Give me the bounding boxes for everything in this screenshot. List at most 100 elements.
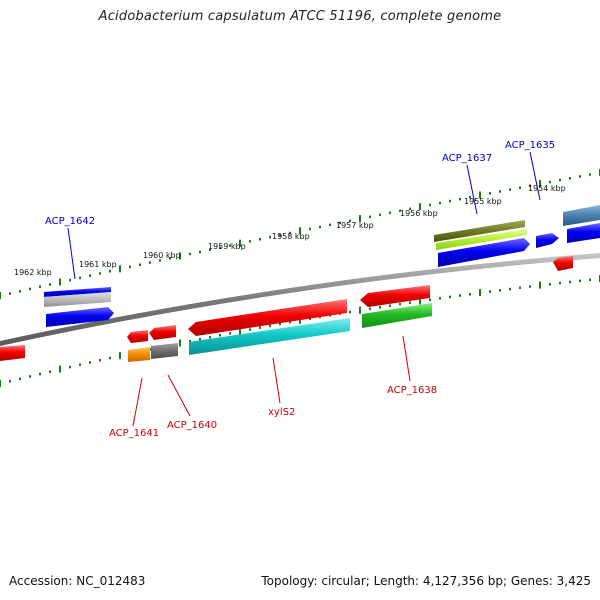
accession-text: Accession: NC_012483 bbox=[9, 574, 146, 588]
minor-tick bbox=[569, 280, 571, 284]
minor-tick bbox=[259, 326, 261, 329]
minor-tick bbox=[259, 238, 261, 241]
minor-tick bbox=[399, 302, 401, 306]
minor-tick bbox=[529, 184, 531, 187]
minor-tick bbox=[249, 328, 251, 331]
minor-tick bbox=[439, 297, 441, 300]
gene-arrow-acp-1641[interactable] bbox=[128, 347, 150, 362]
minor-tick bbox=[389, 211, 391, 215]
leader-line bbox=[132, 377, 143, 427]
minor-tick bbox=[129, 265, 131, 269]
minor-tick bbox=[169, 257, 171, 260]
gene-label[interactable]: ACP_1640 bbox=[167, 420, 217, 431]
genome-title: Acidobacterium capsulatum ATCC 51196, co… bbox=[98, 9, 502, 24]
minor-tick bbox=[349, 310, 351, 314]
gene-arrow-xyls2[interactable] bbox=[189, 318, 350, 355]
gene-label[interactable]: ACP_1637 bbox=[442, 153, 492, 164]
minor-tick bbox=[99, 272, 101, 275]
minor-tick bbox=[149, 261, 151, 264]
major-tick bbox=[239, 239, 241, 247]
minor-tick bbox=[89, 361, 91, 364]
gene-arrow[interactable] bbox=[44, 287, 111, 297]
minor-tick bbox=[69, 278, 71, 282]
lower-tick-ruler bbox=[0, 275, 600, 387]
major-tick bbox=[479, 289, 481, 297]
minor-tick bbox=[289, 231, 291, 235]
minor-tick bbox=[429, 298, 431, 301]
gene-arrow-acp-1640[interactable] bbox=[151, 343, 178, 359]
tick-label: 1962 kbp bbox=[14, 268, 52, 277]
major-tick bbox=[479, 191, 481, 199]
minor-tick bbox=[369, 215, 371, 219]
minor-tick bbox=[269, 324, 271, 328]
minor-tick bbox=[279, 322, 281, 326]
major-tick bbox=[59, 365, 61, 373]
gene-arrow[interactable] bbox=[553, 256, 573, 271]
tick-label: 1959 kbp bbox=[208, 242, 246, 251]
gene-arrow[interactable] bbox=[188, 299, 347, 336]
major-tick bbox=[0, 292, 1, 299]
tick-label: 1955 kbp bbox=[464, 197, 502, 206]
minor-tick bbox=[29, 287, 31, 291]
minor-tick bbox=[439, 201, 441, 205]
major-tick bbox=[359, 215, 361, 223]
minor-tick bbox=[339, 221, 341, 225]
major-tick bbox=[119, 265, 121, 273]
major-tick bbox=[239, 327, 241, 335]
minor-tick bbox=[499, 289, 501, 292]
minor-tick bbox=[469, 293, 471, 296]
reverse-genes bbox=[0, 256, 573, 362]
minor-tick bbox=[579, 279, 581, 283]
forward-genes bbox=[44, 205, 600, 327]
minor-tick bbox=[219, 334, 221, 337]
leader-line bbox=[272, 357, 281, 404]
gene-label[interactable]: ACP_1641 bbox=[109, 428, 159, 439]
gene-arrow[interactable] bbox=[438, 238, 530, 267]
major-tick bbox=[299, 316, 301, 324]
gene-arrow[interactable] bbox=[436, 229, 527, 250]
minor-tick bbox=[489, 192, 491, 195]
major-tick bbox=[539, 180, 541, 188]
minor-tick bbox=[559, 281, 561, 285]
gene-label[interactable]: ACP_1642 bbox=[45, 216, 95, 227]
gene-arrow[interactable] bbox=[0, 345, 25, 361]
major-tick bbox=[59, 278, 61, 286]
minor-tick bbox=[519, 186, 521, 189]
minor-tick bbox=[509, 287, 511, 291]
gene-arrow[interactable] bbox=[567, 223, 600, 243]
gene-arrow[interactable] bbox=[44, 292, 111, 307]
major-tick bbox=[179, 252, 181, 260]
minor-tick bbox=[199, 337, 201, 341]
major-tick bbox=[119, 352, 121, 360]
minor-tick bbox=[89, 274, 91, 277]
gene-arrow[interactable] bbox=[563, 205, 600, 226]
gene-label[interactable]: ACP_1635 bbox=[505, 140, 555, 151]
gene-arrow-acp-1642[interactable] bbox=[46, 307, 114, 327]
gene-arrow-acp-1635[interactable] bbox=[536, 233, 559, 248]
minor-tick bbox=[99, 359, 101, 362]
minor-tick bbox=[589, 173, 591, 176]
gene-arrow-acp-1638[interactable] bbox=[362, 303, 432, 328]
genome-backbone bbox=[0, 253, 600, 346]
gene-arrow-acp-1637[interactable] bbox=[434, 220, 525, 242]
leader-line bbox=[167, 374, 191, 417]
minor-tick bbox=[39, 372, 41, 376]
gene-label[interactable]: xylS2 bbox=[268, 407, 295, 418]
minor-tick bbox=[309, 317, 311, 320]
minor-tick bbox=[269, 235, 271, 239]
gene-label[interactable]: ACP_1638 bbox=[387, 385, 437, 396]
gene-arrow[interactable] bbox=[360, 285, 430, 307]
minor-tick bbox=[39, 285, 41, 288]
minor-tick bbox=[579, 175, 581, 178]
tick-label: 1958 kbp bbox=[272, 232, 310, 241]
gene-arrow[interactable] bbox=[127, 330, 148, 343]
minor-tick bbox=[69, 365, 71, 369]
minor-tick bbox=[309, 227, 311, 231]
minor-tick bbox=[319, 225, 321, 229]
gene-arrow[interactable] bbox=[149, 325, 176, 340]
minor-tick bbox=[569, 177, 571, 180]
minor-tick bbox=[19, 290, 21, 293]
minor-tick bbox=[349, 219, 351, 223]
minor-tick bbox=[109, 356, 111, 360]
